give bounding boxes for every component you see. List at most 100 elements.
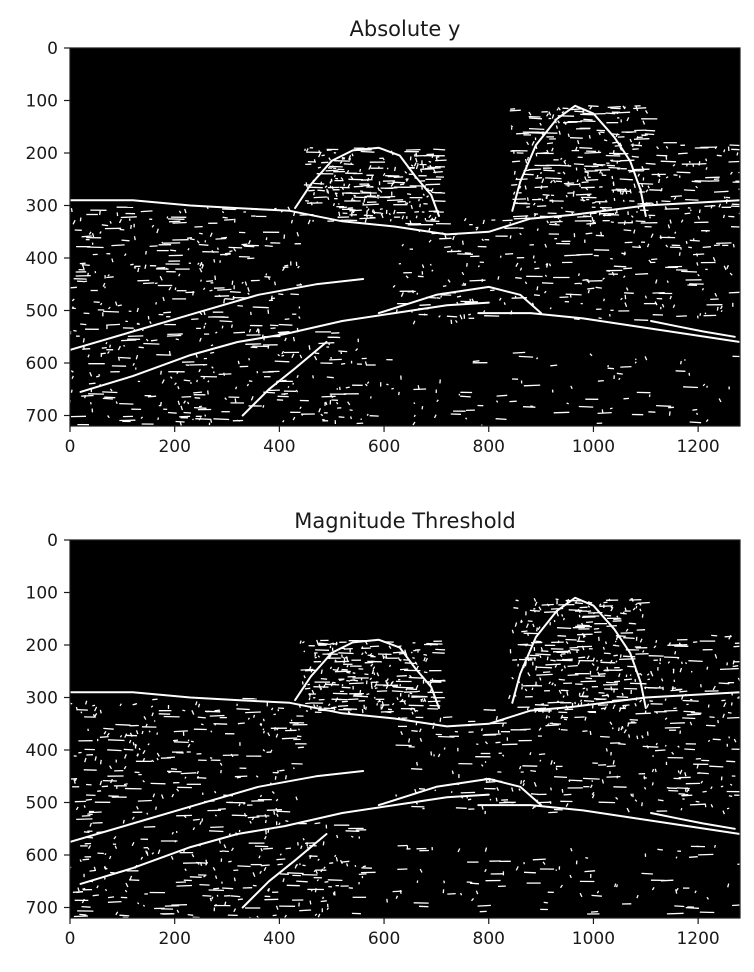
edge-fragment: [607, 165, 615, 166]
edge-fragment: [210, 352, 214, 353]
edge-fragment: [393, 891, 402, 892]
edge-fragment: [210, 758, 212, 759]
edge-fragment: [452, 771, 453, 775]
edge-fragment: [465, 283, 466, 286]
edge-fragment: [601, 708, 605, 709]
edge-fragment: [535, 187, 548, 188]
edge-fragment: [410, 693, 412, 694]
edge-fragment: [676, 371, 686, 372]
edge-fragment: [414, 415, 415, 417]
edge-fragment: [567, 186, 569, 187]
edge-fragment: [521, 631, 527, 632]
edge-fragment: [542, 199, 543, 201]
edge-fragment: [537, 800, 538, 801]
edge-fragment: [537, 229, 538, 231]
edge-fragment: [224, 299, 234, 300]
edge-fragment: [362, 204, 378, 205]
edge-fragment: [545, 664, 560, 665]
edge-fragment: [536, 153, 537, 156]
edge-fragment: [93, 895, 99, 896]
edge-fragment: [564, 255, 580, 256]
edge-fragment: [639, 142, 640, 145]
edge-fragment: [327, 377, 334, 378]
edge-fragment: [700, 210, 701, 214]
edge-fragment: [208, 381, 209, 382]
edge-fragment: [173, 740, 178, 741]
edge-fragment: [596, 699, 607, 700]
edge-fragment: [419, 199, 420, 201]
edge-fragment: [329, 359, 342, 360]
edge-fragment: [100, 211, 101, 215]
edge-fragment: [71, 208, 72, 212]
edge-fragment: [599, 318, 602, 319]
edge-fragment: [400, 701, 406, 702]
edge-fragment: [617, 112, 618, 114]
edge-fragment: [244, 246, 255, 247]
edge-fragment: [139, 347, 144, 348]
edge-fragment: [201, 280, 202, 282]
edge-fragment: [631, 145, 642, 146]
edge-fragment: [616, 636, 626, 637]
edge-fragment: [579, 148, 592, 149]
edge-fragment: [545, 178, 561, 179]
edge-fragment: [600, 211, 601, 215]
edge-fragment: [230, 292, 241, 293]
edge-fragment: [434, 680, 445, 681]
edge-fragment: [278, 294, 283, 295]
edge-fragment: [686, 908, 699, 909]
edge-fragment: [300, 641, 301, 644]
edge-fragment: [533, 859, 546, 860]
edge-fragment: [71, 390, 72, 393]
edge-fragment: [96, 832, 106, 833]
edge-fragment: [432, 270, 433, 271]
edge-fragment: [201, 724, 203, 725]
edge-fragment: [661, 235, 662, 239]
edge-fragment: [681, 271, 697, 272]
edge-fragment: [282, 738, 297, 739]
edge-fragment: [683, 795, 689, 796]
edge-fragment: [520, 729, 531, 730]
edge-fragment: [438, 737, 455, 738]
edge-fragment: [92, 705, 95, 706]
edge-fragment: [216, 239, 227, 240]
edge-fragment: [396, 794, 397, 796]
edge-fragment: [606, 113, 616, 114]
edge-fragment: [655, 769, 656, 772]
edge-fragment: [614, 154, 629, 155]
edge-fragment: [516, 133, 529, 134]
edge-fragment: [181, 773, 197, 774]
edge-fragment: [391, 388, 393, 389]
edge-fragment: [359, 874, 367, 875]
edge-fragment: [176, 339, 179, 340]
edge-fragment: [585, 871, 596, 872]
edge-fragment: [380, 209, 383, 210]
edge-fragment: [692, 181, 701, 182]
edge-fragment: [534, 708, 546, 709]
edge-fragment: [577, 634, 593, 635]
edge-fragment: [410, 201, 411, 202]
edge-fragment: [521, 780, 522, 784]
edge-fragment: [372, 176, 373, 179]
edge-fragment: [676, 857, 677, 859]
edge-fragment: [351, 416, 352, 419]
edge-fragment: [406, 653, 407, 655]
x-tick-label: 1200: [676, 437, 719, 457]
edge-fragment: [717, 155, 722, 156]
edge-fragment: [574, 111, 584, 112]
edge-fragment: [638, 207, 639, 209]
edge-fragment: [411, 769, 422, 770]
edge-fragment: [565, 112, 566, 114]
edge-fragment: [636, 697, 637, 700]
edge-fragment: [567, 691, 568, 695]
edge-fragment: [642, 614, 643, 617]
edge-fragment: [177, 886, 193, 887]
edge-fragment: [79, 914, 86, 915]
edge-fragment: [587, 288, 594, 289]
edge-fragment: [174, 731, 188, 732]
edge-fragment: [143, 344, 159, 345]
edge-fragment: [543, 672, 550, 673]
edge-fragment: [205, 323, 206, 325]
edge-fragment: [218, 248, 219, 250]
edge-fragment: [626, 191, 627, 194]
